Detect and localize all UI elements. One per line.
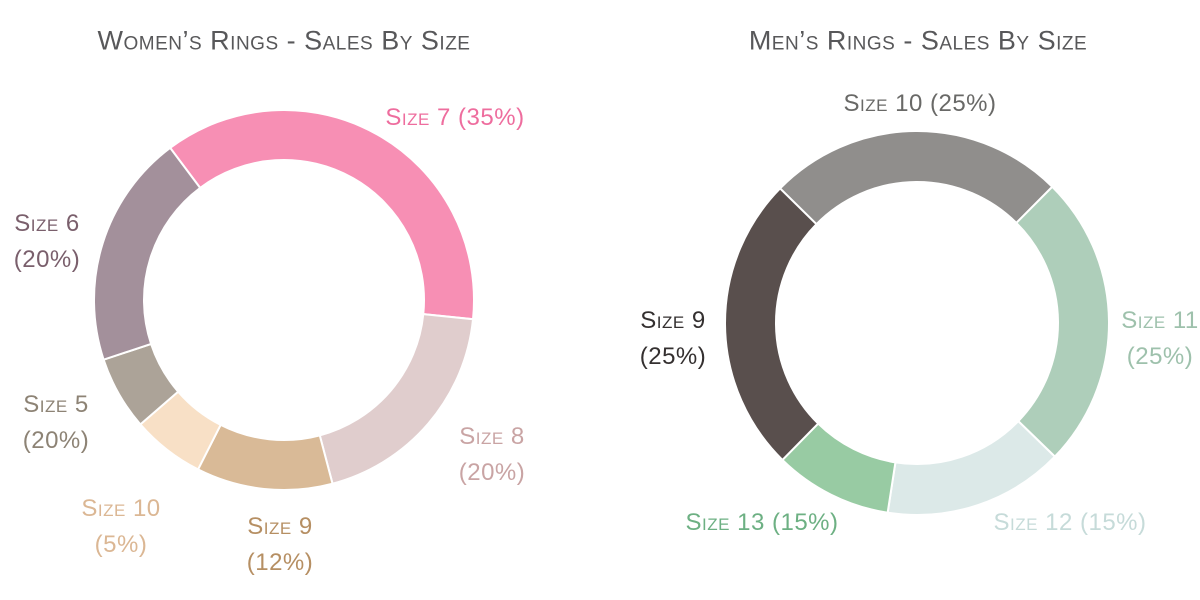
- slice-label-line: Size 8: [459, 423, 525, 450]
- slice-label-size-9: Size 9 (12%): [247, 509, 314, 581]
- donut-slice-size-6[interactable]: [93, 146, 202, 361]
- slice-label-size-5: Size 5 (20%): [23, 387, 90, 459]
- slice-label-line: (12%): [246, 549, 314, 576]
- slice-label-line: (5%): [94, 531, 148, 558]
- slice-label-line: Size 10: [81, 495, 161, 522]
- donut-slice-size-10[interactable]: [778, 130, 1054, 226]
- chart-title-womens-rings: Women’s Rings - Sales By Size: [97, 25, 471, 56]
- slice-label-size-10: Size 10 (5%): [81, 491, 160, 563]
- donut-slice-size-9[interactable]: [724, 187, 820, 462]
- slice-label-size-13-15: Size 13 (15%): [685, 505, 838, 541]
- slice-label-line: Size 7 (35%): [385, 104, 525, 131]
- slice-label-line: Size 10 (25%): [843, 90, 997, 117]
- slice-label-line: (25%): [639, 343, 707, 370]
- slice-label-size-10-25: Size 10 (25%): [843, 86, 996, 122]
- slice-label-line: (20%): [458, 459, 526, 486]
- slice-label-line: Size 12 (15%): [993, 509, 1147, 536]
- donut-slice-size-11[interactable]: [1014, 185, 1110, 459]
- slice-label-size-9: Size 9 (25%): [640, 303, 707, 375]
- slice-label-size-11: Size 11 (25%): [1121, 303, 1199, 375]
- slice-label-line: Size 11: [1121, 307, 1199, 334]
- slice-label-size-7-35: Size 7 (35%): [385, 100, 524, 136]
- donut-slice-size-9[interactable]: [196, 423, 334, 491]
- donut-slice-size-7[interactable]: [168, 109, 475, 321]
- slice-label-line: Size 9: [247, 513, 313, 540]
- slice-label-line: (20%): [22, 427, 90, 454]
- slice-label-line: Size 13 (15%): [685, 509, 839, 536]
- slice-label-line: (20%): [13, 246, 81, 273]
- slice-label-line: Size 9: [640, 307, 706, 334]
- chart-title-mens-rings: Men’s Rings - Sales By Size: [748, 25, 1088, 56]
- slice-label-size-6: Size 6 (20%): [14, 206, 81, 278]
- donut-slice-size-8[interactable]: [318, 313, 475, 485]
- donut-slice-size-12[interactable]: [886, 419, 1057, 516]
- slice-label-line: Size 5: [23, 391, 89, 418]
- slice-label-line: (25%): [1126, 343, 1194, 370]
- slice-label-line: Size 6: [14, 210, 80, 237]
- slice-label-size-8: Size 8 (20%): [459, 419, 526, 491]
- slice-label-size-12-15: Size 12 (15%): [993, 505, 1146, 541]
